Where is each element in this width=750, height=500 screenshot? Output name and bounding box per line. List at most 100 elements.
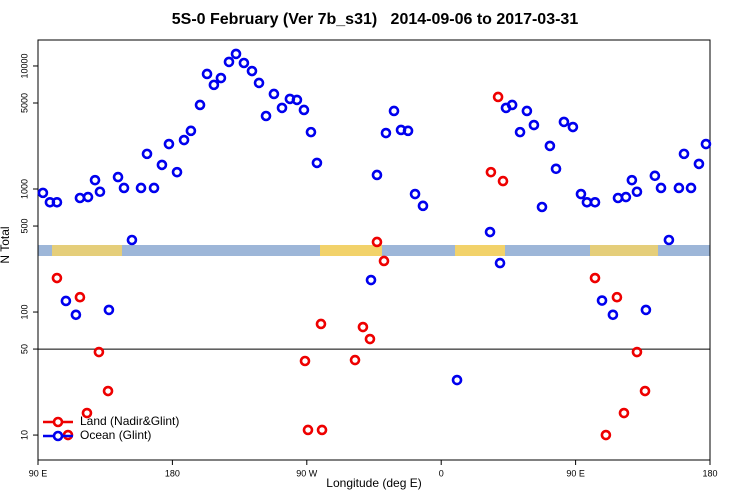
point [631,186,643,198]
point [268,88,280,100]
point [201,68,213,80]
point [311,157,323,169]
point [215,72,227,84]
point [94,186,106,198]
point [185,125,197,137]
point [673,182,685,194]
plot-frame [37,39,711,461]
point [620,191,632,203]
point [299,355,311,367]
point [315,318,327,330]
x-axis-label: Longitude (deg E) [326,476,421,490]
point [655,182,667,194]
point [409,188,421,200]
point [626,174,638,186]
point [171,166,183,178]
point [528,119,540,131]
legend-label: Land (Nadir&Glint) [80,414,179,428]
point [640,304,652,316]
point [596,295,608,306]
point [521,105,533,117]
point [536,201,548,213]
land-patch [455,245,505,256]
point [611,291,623,303]
point [305,126,317,138]
point [135,182,147,194]
x-tick-label: 90 W [296,468,318,478]
point [589,196,601,208]
land-patch [52,245,122,256]
point [246,65,258,77]
point [639,385,651,397]
point [316,424,328,436]
chart-title: 5S-0 February (Ver 7b_s31) 2014-09-06 to… [172,11,579,28]
point [663,234,675,246]
point [81,407,93,419]
point [51,272,63,284]
point [276,102,288,114]
point [693,158,705,170]
point [484,226,496,238]
point [364,333,376,345]
point [230,48,242,60]
point [302,424,314,436]
point [649,170,661,182]
x-tick-label: 90 E [29,468,48,478]
point [388,105,400,117]
point [544,140,556,152]
point [74,291,86,303]
y-tick-label: 5000 [19,93,29,113]
point [291,94,303,106]
point [700,138,712,150]
point [178,134,190,146]
x-tick-label: 0 [439,468,444,478]
point [141,148,153,160]
point [74,192,86,204]
y-axis-label: N Total [0,226,12,263]
point [380,127,392,139]
point [402,125,414,137]
point [357,321,369,333]
point [60,295,72,307]
point [506,99,518,111]
point [103,304,115,316]
x-tick-label: 90 E [566,468,585,478]
point [238,57,250,69]
y-tick-label: 10 [19,430,29,440]
point [371,169,383,181]
map-strip [38,245,710,256]
point [253,77,265,89]
point [156,159,168,171]
point [485,166,497,178]
point [567,121,579,133]
point [685,182,697,194]
point [298,104,310,116]
point [550,163,562,175]
point [371,236,383,248]
y-tick-label: 100 [19,305,29,320]
point [497,175,509,187]
point [148,182,160,194]
point [514,126,526,138]
point [118,182,130,194]
point [194,99,206,111]
point [451,374,463,386]
point [492,91,504,103]
y-tick-label: 500 [19,219,29,234]
point [575,188,587,200]
y-tick-label: 10000 [19,53,29,78]
point [208,79,220,91]
point [378,255,390,267]
point [600,429,612,441]
point [82,191,94,203]
point [349,354,361,366]
point [112,171,124,183]
point [89,174,101,186]
x-tick-label: 180 [165,468,180,478]
land-patch [590,245,658,256]
point [417,200,429,212]
point [589,272,601,284]
legend-marker [52,416,64,428]
y-tick-label: 1000 [19,179,29,199]
